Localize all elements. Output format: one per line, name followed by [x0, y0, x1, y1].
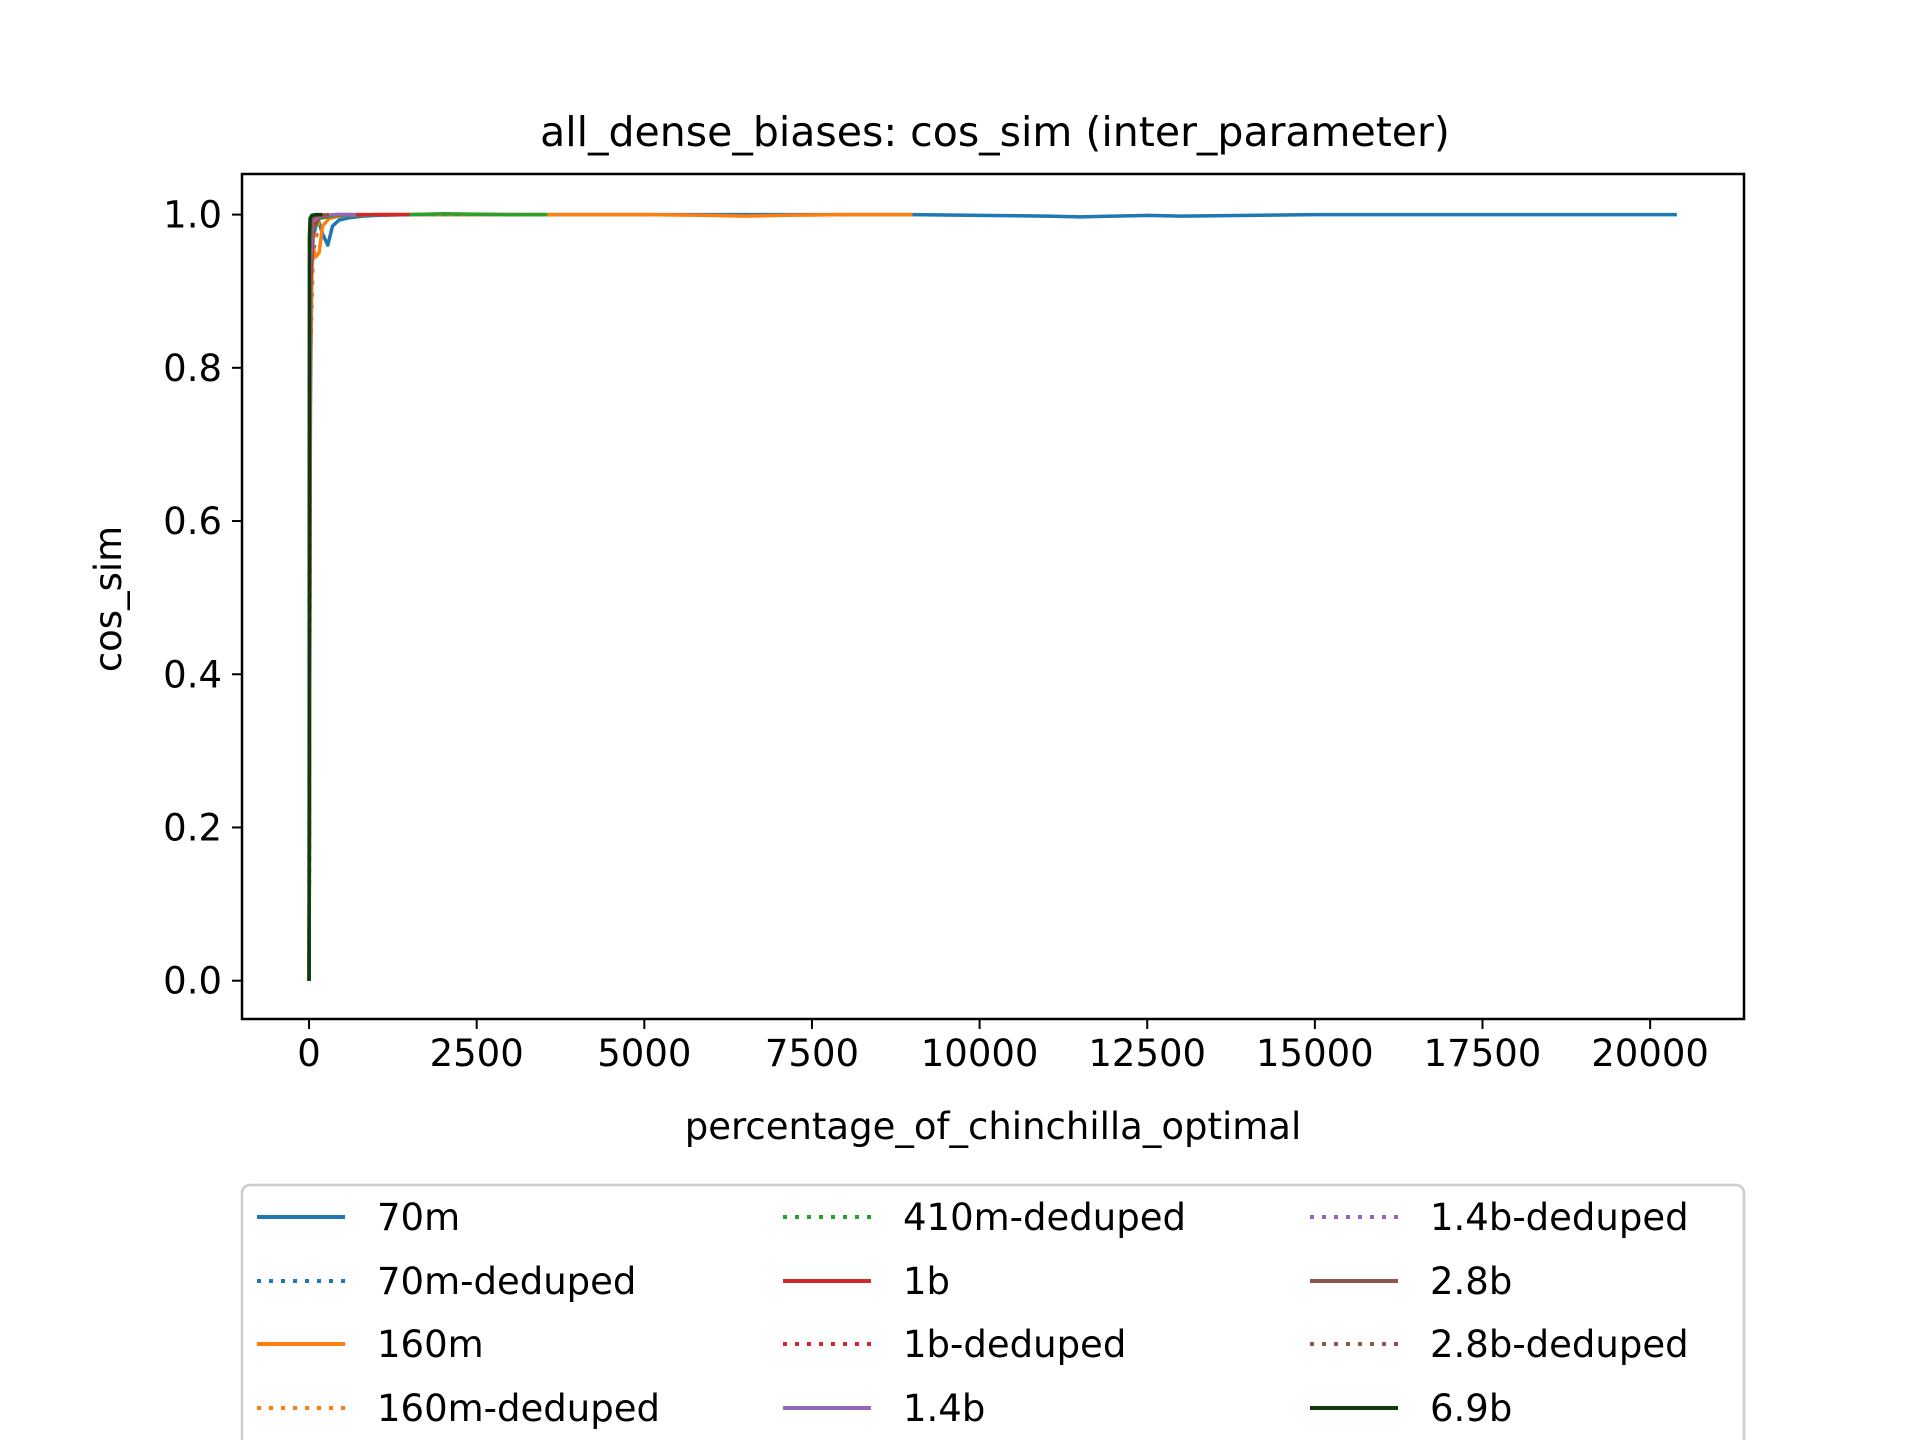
x-tick-label: 7500 [765, 1032, 859, 1075]
legend-label: 2.8b-deduped [1430, 1323, 1689, 1366]
legend-label: 410m-deduped [903, 1196, 1186, 1239]
plot-area [307, 212, 1677, 981]
x-tick-label: 15000 [1256, 1032, 1374, 1075]
y-tick-label: 0.2 [163, 806, 222, 849]
chart-title: all_dense_biases: cos_sim (inter_paramet… [540, 108, 1450, 156]
series-line-1_4b-deduped [307, 212, 337, 981]
x-tick-label: 12500 [1088, 1032, 1206, 1075]
series-line-410m [307, 212, 548, 981]
series-line-410m-deduped [307, 212, 544, 981]
legend-label: 70m-deduped [377, 1260, 636, 1303]
series-line-70m [307, 212, 1677, 981]
x-tick-label: 10000 [921, 1032, 1039, 1075]
series-line-160m-deduped [307, 212, 377, 981]
series-line-1b [307, 212, 410, 981]
y-tick-label: 1.0 [163, 194, 222, 237]
x-axis-label: percentage_of_chinchilla_optimal [685, 1105, 1302, 1148]
legend-label: 1.4b-deduped [1430, 1196, 1689, 1239]
y-tick-label: 0.8 [163, 347, 222, 390]
legend: 70m 70m-deduped 160m 160m-deduped 410m-dedup… [240, 1183, 1746, 1440]
x-axis-ticks: 0 2500 5000 7500 10000 12500 15000 17500 20000 [297, 1019, 1709, 1075]
y-axis-ticks: 0.0 0.2 0.4 0.6 0.8 1.0 [163, 194, 242, 1003]
legend-label: 2.8b [1430, 1260, 1512, 1303]
legend-label: 1b-deduped [903, 1323, 1126, 1366]
legend-label: 160m-deduped [377, 1387, 660, 1430]
plot-frame [240, 172, 1746, 1021]
series-line-70m-deduped [307, 212, 410, 981]
x-tick-label: 20000 [1591, 1032, 1709, 1075]
x-tick-label: 0 [297, 1032, 321, 1075]
y-axis-label: cos_sim [87, 526, 130, 672]
legend-label: 70m [377, 1196, 460, 1239]
y-tick-label: 0.6 [163, 500, 222, 543]
legend-label: 1b [903, 1260, 950, 1303]
series-line-1b-deduped [307, 212, 363, 981]
series-line-160m [307, 212, 913, 981]
y-tick-label: 0.4 [163, 653, 222, 696]
legend-label: 6.9b [1430, 1387, 1512, 1430]
series-line-6_9b [307, 212, 323, 981]
x-tick-label: 2500 [430, 1032, 524, 1075]
legend-label: 1.4b [903, 1387, 985, 1430]
x-tick-label: 5000 [597, 1032, 691, 1075]
y-tick-label: 0.0 [163, 960, 222, 1003]
legend-frame [240, 1183, 1746, 1440]
x-tick-label: 17500 [1424, 1032, 1542, 1075]
series-line-1_4b [307, 212, 356, 981]
legend-label: 160m [377, 1323, 484, 1366]
